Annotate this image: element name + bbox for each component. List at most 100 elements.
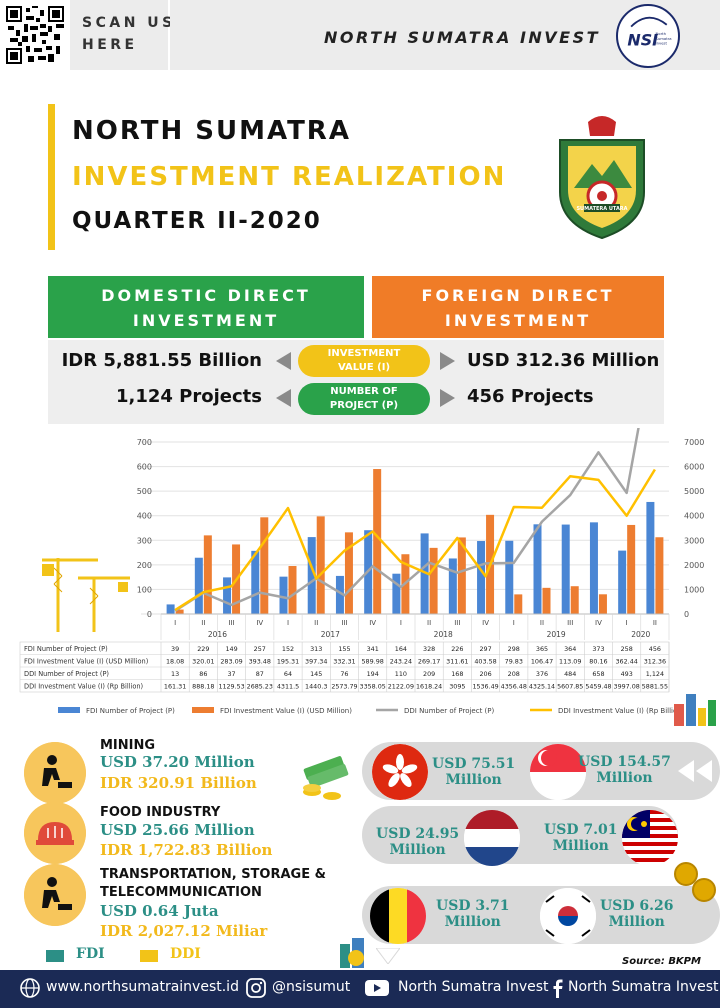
bar-fdi-project	[561, 524, 570, 614]
table-cell: 18.08	[166, 658, 184, 666]
mining-worker-icon	[24, 742, 86, 804]
city-skyline-icon	[674, 694, 716, 726]
city-building-icon	[340, 938, 364, 968]
footer-youtube-link[interactable]: North Sumatra Invest	[398, 979, 549, 995]
table-cell: 269.17	[418, 658, 440, 666]
table-cell: 1,124	[646, 670, 664, 678]
scan-us-label: SCAN US HERE	[82, 15, 176, 53]
table-cell: 589.98	[361, 658, 383, 666]
table-cell: 332.31	[333, 658, 355, 666]
investment-value-pill: INVESTMENT VALUE (I)	[298, 345, 430, 377]
quarter-label: IV	[482, 619, 489, 627]
bar-fdi-investment	[598, 594, 607, 614]
bar-fdi-project	[307, 537, 316, 614]
table-cell: 113.09	[559, 658, 581, 666]
country-netherlands-value: USD 24.95 Million	[376, 826, 460, 858]
svg-text:Invest: Invest	[656, 41, 668, 45]
table-cell: 1536.49	[472, 683, 498, 691]
table-cell: 86	[199, 670, 207, 678]
footer-instagram-link[interactable]: @nsisumut	[272, 979, 351, 995]
table-cell: 5607.85	[557, 683, 583, 691]
table-cell: 888.18	[192, 683, 214, 691]
table-row-label: FDI Number of Project (P)	[24, 645, 108, 653]
table-cell: 5881.55	[642, 683, 668, 691]
bar-fdi-project	[420, 533, 429, 614]
svg-text:Sumatra: Sumatra	[656, 37, 672, 41]
facebook-icon	[553, 979, 563, 998]
netherlands-flag-icon	[464, 810, 520, 866]
year-label: 2017	[321, 630, 340, 639]
table-cell: 87	[256, 670, 264, 678]
fdi-projects: 456 Projects	[467, 386, 594, 407]
table-cell: 229	[197, 645, 209, 653]
table-cell: 484	[564, 670, 576, 678]
fdi-value: USD 312.36 Million	[467, 350, 660, 371]
table-row-label: DDI Number of Project (P)	[24, 670, 109, 678]
legend-swatch	[58, 707, 80, 713]
bar-fdi-project	[392, 573, 401, 614]
footer-website-link[interactable]: www.northsumatrainvest.id	[46, 979, 239, 995]
table-cell: 164	[395, 645, 407, 653]
table-cell: 2685.23	[247, 683, 273, 691]
sector-mining-ddi: IDR 320.91 Billion	[100, 774, 257, 792]
foreign-direct-investment-header: FOREIGN DIRECT INVESTMENT	[372, 276, 664, 338]
right-axis-tick-label: 3000	[684, 536, 704, 545]
right-axis-tick-label: 7000	[684, 438, 704, 447]
left-axis-tick-label: 0	[147, 610, 152, 619]
belgium-flag-icon	[370, 888, 426, 944]
footer-facebook-link[interactable]: North Sumatra Invest	[568, 979, 719, 995]
left-axis-tick-label: 700	[137, 438, 152, 447]
left-axis-tick-label: 500	[137, 487, 152, 496]
country-malaysia-value: USD 7.01 Million	[544, 822, 618, 854]
table-cell: 195.31	[277, 658, 299, 666]
country-belgium-value: USD 3.71 Million	[436, 898, 510, 930]
bar-fdi-project	[279, 576, 288, 614]
table-cell: 311.61	[446, 658, 468, 666]
domestic-direct-investment-header: DOMESTIC DIRECT INVESTMENT	[48, 276, 364, 338]
right-axis-tick-label: 0	[684, 610, 689, 619]
table-cell: 194	[367, 670, 379, 678]
left-axis-tick-label: 100	[137, 585, 152, 594]
youtube-icon	[365, 980, 389, 996]
ddi-projects: 1,124 Projects	[115, 386, 262, 407]
arrow-right-icon	[440, 352, 455, 370]
sector-transport-fdi: USD 0.64 Juta	[100, 902, 219, 920]
bar-fdi-project	[335, 575, 344, 614]
money-stack-icon	[303, 756, 349, 800]
gold-coins-icon	[674, 862, 716, 902]
bar-fdi-investment	[316, 516, 325, 614]
bar-fdi-investment	[344, 532, 353, 614]
table-cell: 226	[451, 645, 463, 653]
bar-fdi-investment	[627, 524, 636, 614]
table-cell: 64	[284, 670, 292, 678]
table-cell: 1440.3	[305, 683, 327, 691]
table-cell: 3997.08	[614, 683, 640, 691]
table-cell: 243.24	[390, 658, 412, 666]
table-cell: 373	[592, 645, 604, 653]
legend-fdi-label: FDI	[76, 946, 105, 962]
table-cell: 168	[451, 670, 463, 678]
table-cell: 37	[227, 670, 235, 678]
brand-title: NORTH SUMATRA INVEST	[324, 28, 601, 47]
table-row-label: DDI Investment Value (I) (Rp Billion)	[24, 683, 143, 691]
table-cell: 161.31	[164, 683, 186, 691]
table-cell: 4325.14	[529, 683, 555, 691]
footer-bar	[0, 970, 720, 1008]
qr-code[interactable]	[6, 6, 64, 64]
table-cell: 152	[282, 645, 294, 653]
table-cell: 4356.48	[501, 683, 527, 691]
bar-fdi-project	[618, 550, 627, 614]
right-axis-tick-label: 1000	[684, 585, 704, 594]
table-cell: 2122.09	[388, 683, 414, 691]
bar-fdi-project	[646, 501, 655, 614]
table-cell: 456	[649, 645, 661, 653]
arrow-left-icon	[276, 352, 291, 370]
table-cell: 5459.48	[585, 683, 611, 691]
instagram-icon	[246, 978, 266, 998]
table-cell: 1129.53	[218, 683, 244, 691]
table-cell: 3358.05	[360, 683, 386, 691]
table-row-label: FDI Investment Value (I) (USD Million)	[24, 658, 148, 666]
left-axis-tick-label: 200	[137, 561, 152, 570]
year-label: 2020	[631, 630, 650, 639]
down-arrow-icon	[376, 948, 400, 964]
